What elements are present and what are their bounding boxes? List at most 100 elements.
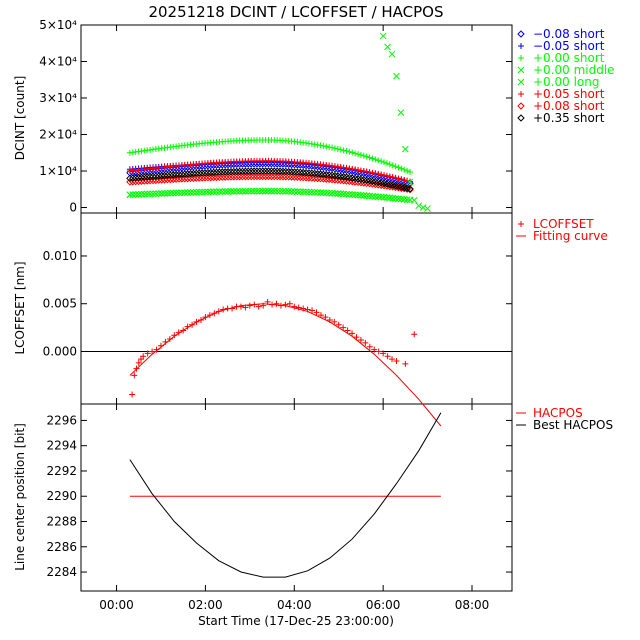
data-point: [204, 174, 212, 182]
data-point: [259, 172, 267, 181]
data-point: [363, 192, 371, 200]
data-point: [250, 160, 258, 168]
data-point: [386, 173, 393, 180]
data-point: [353, 334, 360, 341]
data-point: [235, 167, 244, 176]
data-point: [129, 174, 137, 182]
data-point: [322, 175, 330, 183]
data-point: [253, 172, 261, 181]
data-point: [340, 190, 347, 198]
data-point: [189, 321, 196, 328]
y-tick-label: 2294: [46, 439, 77, 453]
data-point: [218, 188, 226, 195]
data-point: [392, 174, 399, 181]
data-point: [218, 161, 227, 169]
data-point: [348, 191, 356, 198]
legend-label: +0.05 short: [533, 87, 605, 101]
data-point: [378, 158, 385, 165]
data-point: [316, 175, 325, 183]
data-point: [369, 192, 376, 200]
legend-marker: [518, 91, 524, 97]
data-point: [351, 191, 359, 199]
data-point: [267, 172, 276, 181]
data-point: [233, 160, 241, 168]
data-point: [403, 196, 411, 204]
data-point: [389, 162, 396, 169]
data-point: [279, 167, 287, 176]
data-point: [393, 358, 400, 365]
data-point: [161, 189, 168, 197]
data-point: [369, 155, 376, 162]
legend-marker: [517, 78, 525, 86]
data-point: [181, 175, 189, 183]
legend-label: LCOFFSET: [533, 217, 594, 231]
data-point: [162, 338, 169, 345]
data-point: [366, 192, 373, 200]
data-point: [152, 190, 160, 198]
data-point: [282, 160, 290, 168]
y-tick-label: 2292: [46, 464, 77, 478]
data-point: [381, 172, 388, 179]
data-point: [375, 348, 382, 355]
data-point: [169, 171, 177, 179]
data-point: [166, 175, 175, 184]
data-point: [402, 360, 409, 367]
data-point: [207, 173, 215, 182]
data-point: [392, 163, 399, 170]
data-point: [363, 153, 370, 160]
data-point: [132, 191, 140, 198]
data-point: [270, 160, 278, 168]
data-point: [337, 172, 345, 181]
data-point: [230, 188, 238, 195]
data-point: [328, 171, 336, 179]
data-point: [383, 194, 391, 201]
data-point: [319, 175, 328, 183]
data-point: [152, 172, 160, 180]
data-point: [329, 144, 336, 151]
data-point: [244, 167, 252, 175]
data-point: [372, 170, 379, 177]
data-point: [398, 165, 405, 172]
data-point: [201, 169, 209, 177]
data-point: [308, 162, 316, 170]
series-line: [129, 412, 442, 578]
legend-marker: [518, 43, 524, 49]
data-point: [296, 161, 304, 169]
data-point: [126, 191, 134, 199]
data-point: [221, 173, 229, 181]
data-point: [146, 177, 154, 185]
data-point: [276, 160, 284, 168]
data-point: [277, 302, 284, 309]
data-point: [201, 174, 209, 182]
data-point: [393, 72, 400, 80]
data-point: [331, 318, 338, 325]
data-point: [256, 187, 264, 195]
data-point: [235, 173, 244, 181]
x-tick-label: 02:00: [188, 598, 223, 612]
data-point: [349, 165, 356, 172]
data-point: [285, 160, 293, 169]
y-tick-label: 2288: [46, 515, 77, 529]
legend-marker: [518, 55, 524, 61]
data-point: [334, 190, 342, 197]
data-point: [189, 174, 198, 183]
data-point: [178, 175, 186, 183]
data-point: [195, 169, 203, 177]
data-point: [180, 327, 187, 334]
data-point: [242, 187, 249, 195]
data-point: [328, 189, 336, 197]
data-point: [241, 172, 250, 181]
data-point: [218, 168, 227, 176]
data-point: [279, 160, 287, 168]
data-point: [221, 161, 229, 169]
legend-label: Fitting curve: [533, 229, 608, 243]
data-point: [383, 160, 390, 167]
data-point: [260, 302, 267, 309]
hacpos-ylabel: Line center position [bit]: [13, 423, 27, 571]
data-point: [264, 298, 271, 305]
data-point: [276, 172, 284, 181]
data-point: [135, 359, 142, 366]
data-point: [227, 173, 235, 181]
data-point: [198, 174, 206, 182]
data-point: [209, 161, 218, 170]
